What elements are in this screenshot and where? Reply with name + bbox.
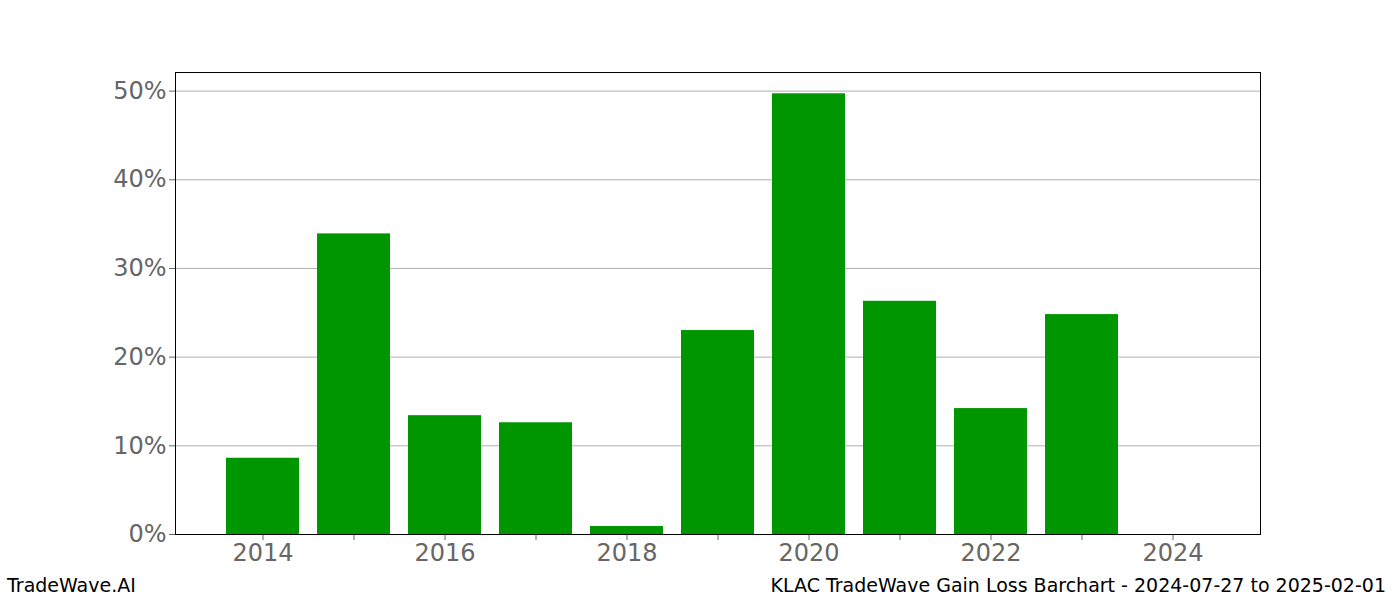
svg-text:2024: 2024 bbox=[1142, 539, 1203, 567]
html-text:KLAC TradeWave Gain Loss Barch: KLAC TradeWave Gain Loss Barchart - 2024… bbox=[770, 574, 1386, 596]
svg-text:2018: 2018 bbox=[596, 539, 657, 567]
svg-text:30%: 30% bbox=[113, 254, 166, 282]
svg-text:50%: 50% bbox=[113, 77, 166, 105]
html-text:TradeWave.AI: TradeWave.AI bbox=[7, 574, 136, 596]
svg-text:2014: 2014 bbox=[232, 539, 293, 567]
svg-text:10%: 10% bbox=[113, 432, 166, 460]
svg-text:2016: 2016 bbox=[414, 539, 475, 567]
svg-text:40%: 40% bbox=[113, 165, 166, 193]
svg-text:0%: 0% bbox=[128, 520, 166, 548]
svg-text:2020: 2020 bbox=[778, 539, 839, 567]
svg-text:2022: 2022 bbox=[960, 539, 1021, 567]
svg-text:20%: 20% bbox=[113, 343, 166, 371]
